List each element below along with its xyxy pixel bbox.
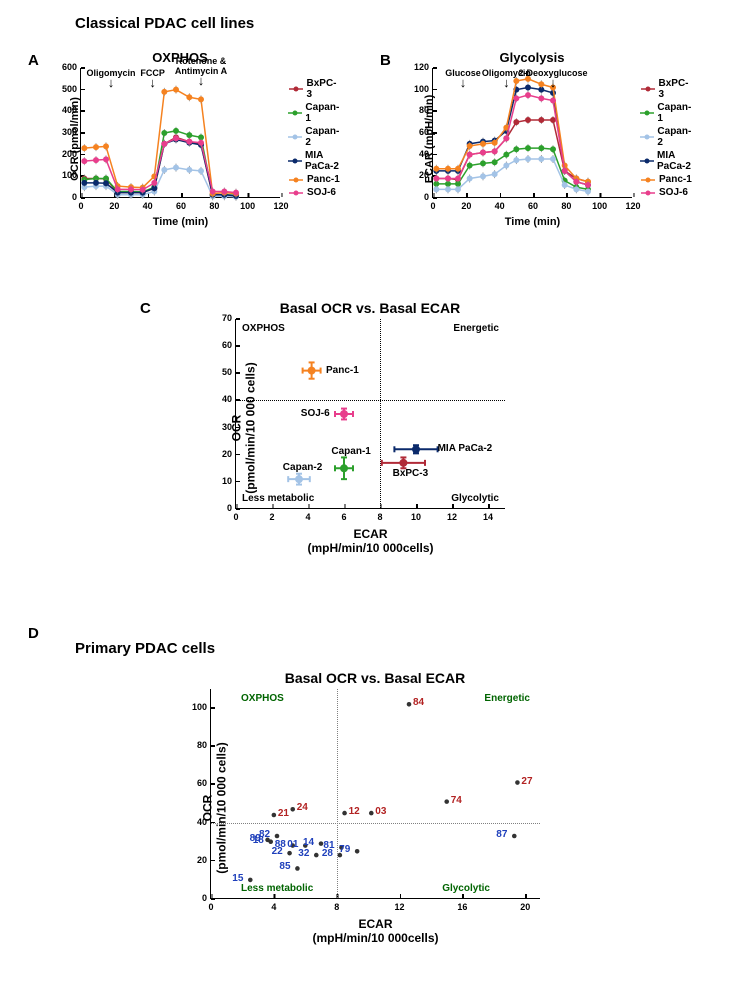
point-label: 87 xyxy=(496,829,507,840)
point-label: 84 xyxy=(413,697,424,708)
point-label: 21 xyxy=(278,808,289,819)
panel-letter-c: C xyxy=(140,300,151,317)
point-label: 01 xyxy=(287,839,298,850)
point-label: 28 xyxy=(322,848,333,859)
point-label: 74 xyxy=(451,795,462,806)
point-label: 24 xyxy=(297,802,308,813)
chart-title: Basal OCR vs. Basal ECAR xyxy=(235,300,505,316)
legend-item: BxPC-3 xyxy=(288,78,341,100)
panel-letter-a: A xyxy=(28,52,39,69)
point-label: 12 xyxy=(349,806,360,817)
chart-c-basal: Basal OCR vs. Basal ECAR0102030405060700… xyxy=(235,300,505,509)
point-label: SOJ-6 xyxy=(301,408,330,419)
point-label: 14 xyxy=(303,837,314,848)
main-title: Classical PDAC cell lines xyxy=(75,15,254,32)
point-label: 18 xyxy=(253,835,264,846)
point-label: 22 xyxy=(272,846,283,857)
point-label: 03 xyxy=(375,806,386,817)
point-label: Capan-1 xyxy=(331,446,370,457)
point-label: MIA PaCa-2 xyxy=(438,443,493,454)
legend-item: MIA PaCa-2 xyxy=(640,150,693,172)
panel-letter-d: D xyxy=(28,625,39,642)
point-label: 85 xyxy=(279,861,290,872)
chart-b-glycolysis: Glycolysis020406080100120020406080100120… xyxy=(432,50,632,198)
chart-d-primary: Basal OCR vs. Basal ECAR0204060801000481… xyxy=(210,670,540,899)
point-label: 15 xyxy=(232,873,243,884)
point-label: Panc-1 xyxy=(326,365,359,376)
chart-title: Basal OCR vs. Basal ECAR xyxy=(210,670,540,686)
primary-title: Primary PDAC cells xyxy=(75,640,215,657)
panel-letter-b: B xyxy=(380,52,391,69)
chart-a-oxphos: OXPHOS0100200300400500600020406080100120… xyxy=(80,50,280,198)
legend-item: Capan-2 xyxy=(288,126,341,148)
chart-title: Glycolysis xyxy=(432,50,632,65)
legend-item: MIA PaCa-2 xyxy=(288,150,341,172)
legend-item: SOJ-6 xyxy=(640,187,693,198)
legend-item: SOJ-6 xyxy=(288,187,341,198)
legend-item: BxPC-3 xyxy=(640,78,693,100)
legend-item: Capan-1 xyxy=(288,102,341,124)
point-label: 27 xyxy=(521,776,532,787)
point-label: BxPC-3 xyxy=(393,468,429,479)
legend-item: Capan-1 xyxy=(640,102,693,124)
point-label: 79 xyxy=(339,844,350,855)
legend-item: Panc-1 xyxy=(640,174,693,185)
legend-item: Capan-2 xyxy=(640,126,693,148)
point-label: 32 xyxy=(298,848,309,859)
legend-item: Panc-1 xyxy=(288,174,341,185)
point-label: Capan-2 xyxy=(283,462,322,473)
